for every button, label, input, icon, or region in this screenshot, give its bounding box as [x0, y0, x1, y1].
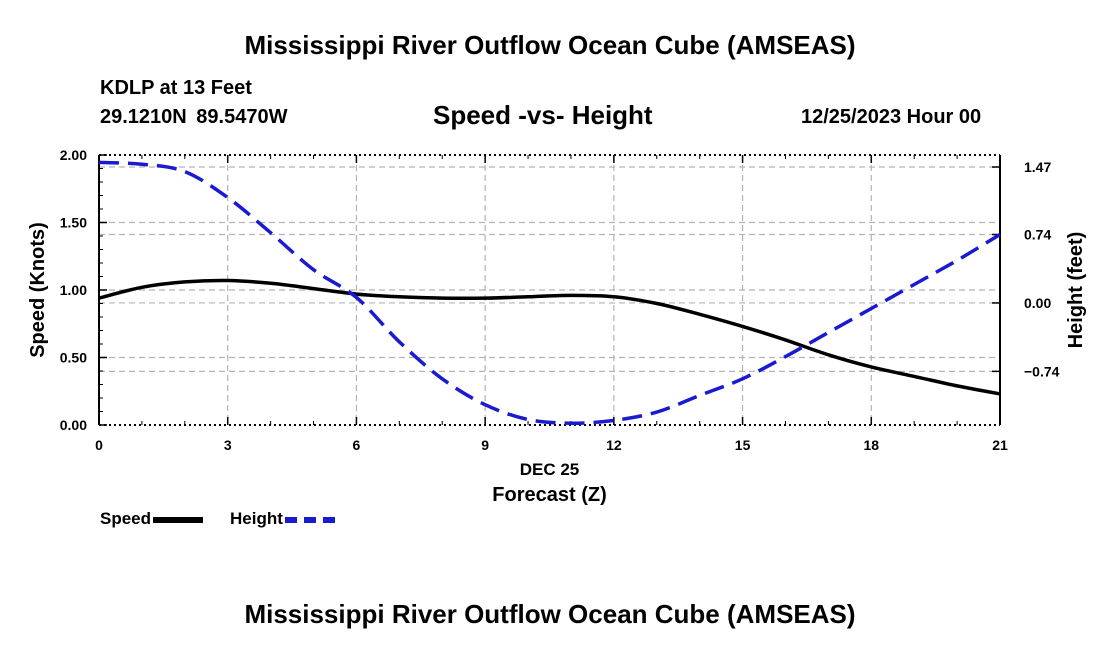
legend-speed-swatch [153, 517, 204, 523]
legend-speed-label: Speed [100, 509, 152, 528]
x-tick-label-3: 3 [224, 437, 232, 453]
grid-lines [99, 155, 1000, 425]
axes [98, 154, 1001, 426]
station-coordinates: 29.1210N 89.5470W [100, 106, 288, 128]
y2-tick-label-1: 0.74 [1024, 227, 1051, 243]
y-tick-label-0.5: 0.50 [60, 350, 87, 366]
x-axis-title: Forecast (Z) [492, 484, 606, 506]
series-line-speed [98, 278, 1001, 396]
legend-height-label: Height [230, 509, 283, 528]
x-tick-label-12: 12 [606, 437, 622, 453]
footer-title: Mississippi River Outflow Ocean Cube (AM… [244, 599, 856, 629]
x-tick-label-0: 0 [95, 437, 103, 453]
series-lines [98, 160, 1001, 425]
legend-item-height: Height [230, 509, 335, 529]
legend-item-speed: Speed [100, 509, 204, 529]
axis-labels: 0 3 6 9 12 15 18 21 0.00 0.50 1.00 1.50 2.00 1.47 0.74… [27, 147, 1087, 506]
x-tick-label-9: 9 [481, 437, 489, 453]
series-line-height [98, 160, 1001, 425]
y-axis-title: Speed (Knots) [27, 222, 49, 358]
page-title: Mississippi River Outflow Ocean Cube (AM… [244, 30, 856, 60]
station-label: KDLP at 13 Feet [100, 77, 252, 99]
x-tick-label-18: 18 [863, 437, 879, 453]
chart-subtitle: Speed -vs- Height [433, 100, 653, 130]
y2-tick-label-0: 1.47 [1024, 159, 1051, 175]
x-date-label: DEC 25 [520, 460, 580, 479]
y-tick-label-2: 2.00 [60, 147, 87, 163]
x-tick-label-21: 21 [992, 437, 1008, 453]
y2-tick-label-2: 0.00 [1024, 295, 1051, 311]
x-tick-label-6: 6 [353, 437, 361, 453]
y-tick-label-1.5: 1.50 [60, 215, 87, 231]
legend-height-swatch [284, 517, 335, 523]
y-tick-label-1: 1.00 [60, 282, 87, 298]
y-tick-label-0: 0.00 [60, 417, 87, 433]
x-tick-label-15: 15 [735, 437, 751, 453]
y2-tick-label-3: −0.74 [1024, 363, 1060, 379]
forecast-datetime: 12/25/2023 Hour 00 [801, 106, 982, 128]
y2-axis-title: Height (feet) [1065, 232, 1087, 349]
